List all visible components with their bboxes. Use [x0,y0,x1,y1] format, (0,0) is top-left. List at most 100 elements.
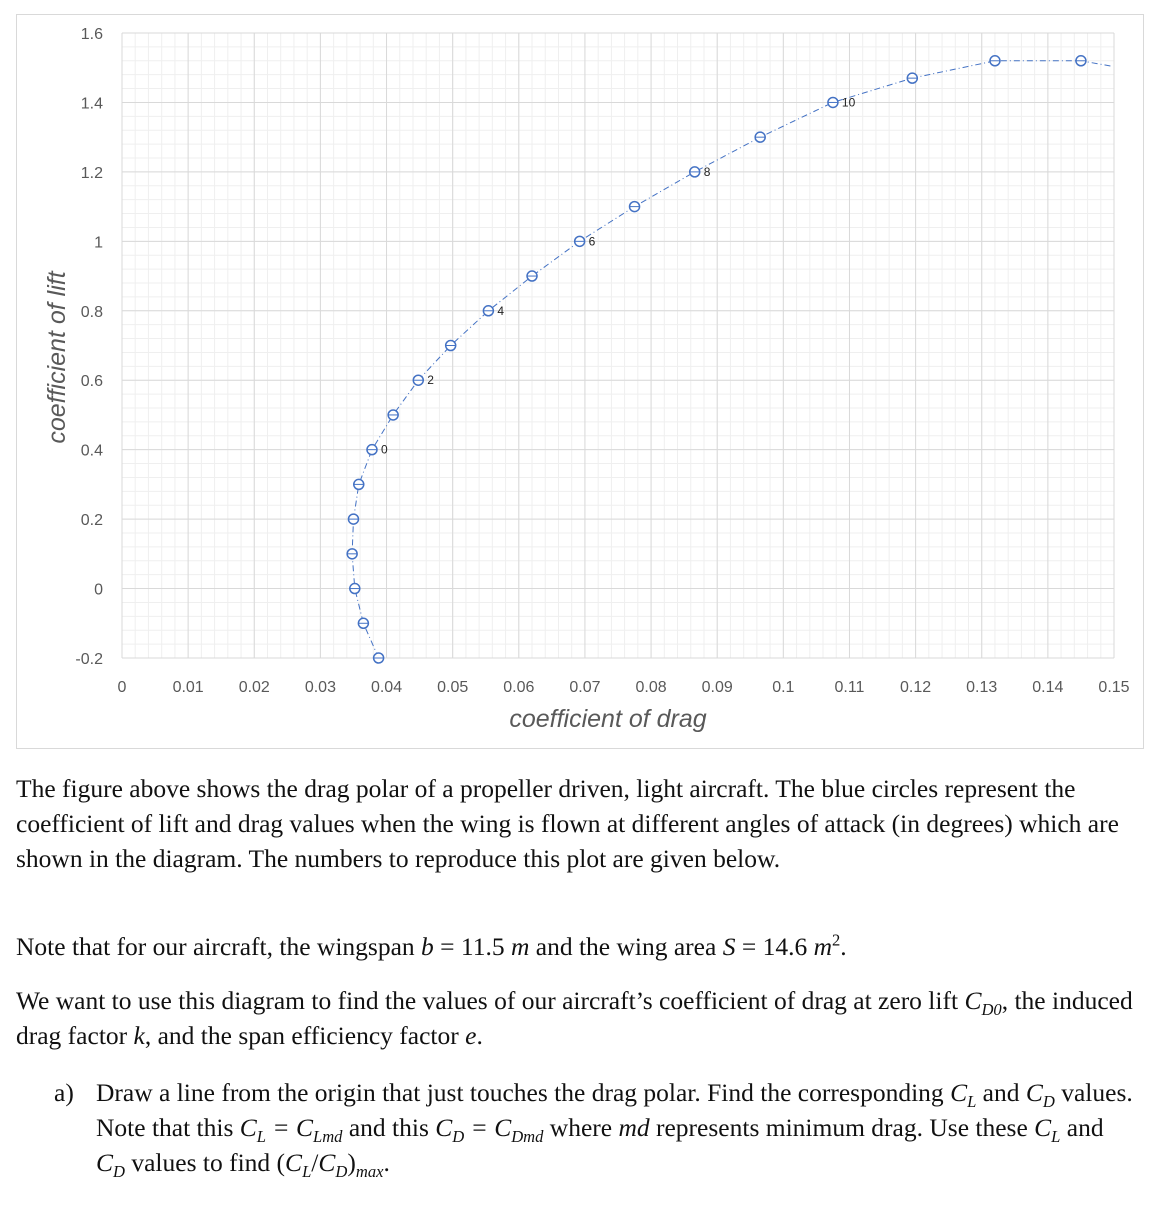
find-text: values to find ( [131,1148,286,1177]
item-marker: a) [54,1078,74,1107]
wing-area-value: = 14.6 [735,932,808,961]
cd-subscript: D [113,1162,125,1182]
y-tick-label: 0.4 [81,443,103,460]
x-tick-label: 0.15 [1098,679,1129,696]
cd-subscript: D [335,1162,348,1182]
x-tick-label: 0.13 [966,679,997,696]
x-tick-label: 0.08 [635,679,666,696]
x-tick-label: 0.12 [900,679,931,696]
item-a-text: Draw a line from the origin that just to… [96,1075,1134,1180]
x-tick-label: 0.07 [569,679,600,696]
y-tick-labels: -0.2 0 0.2 0.4 0.6 0.8 1 1.2 1.4 1.6 [75,26,103,668]
comma: , [1001,986,1009,1015]
wing-area-exponent: 2 [832,930,841,950]
cd-subscript: D [1042,1092,1055,1112]
x-axis-title: coefficient of drag [509,705,706,733]
x-tick-label: 0.03 [305,679,336,696]
clmd-subscript: Lmd [312,1127,343,1147]
x-tick-label: 0.06 [503,679,534,696]
md-symbol: md [618,1113,650,1142]
y-axis-title: coefficient of lift [43,270,71,443]
wingspan-value: = 11.5 [433,932,505,961]
cd0-subscript: D0 [981,1000,1002,1020]
cl-subscript: L [302,1162,312,1182]
cd-symbol: C [318,1148,336,1177]
cd-symbol: C [96,1148,114,1177]
span-efficiency-text: , and the span efficiency factor [144,1021,459,1050]
close-paren: ) [347,1148,356,1177]
y-tick-label: 1.6 [81,26,103,43]
point-label: 10 [842,95,856,109]
cdmd-subscript: Dmd [511,1127,544,1147]
represents-text: represents minimum drag. Use these [656,1113,1028,1142]
y-tick-label: 0 [94,582,103,599]
x-tick-label: 0.11 [834,679,864,696]
y-tick-label: 0.8 [81,304,103,321]
y-tick-label: 1 [94,234,103,251]
wing-area-text: and the wing area [529,932,717,961]
x-tick-label: 0.04 [371,679,402,696]
where-text: where [549,1113,613,1142]
period: . [840,932,847,961]
cl-symbol: C [285,1148,303,1177]
period: . [383,1148,390,1177]
wingspan-unit: m [510,932,530,961]
cd-symbol: C [1025,1078,1043,1107]
k-symbol: k [133,1021,145,1050]
wing-area-symbol: S [722,932,736,961]
minor-grid [121,32,1115,659]
point-label: 2 [427,373,434,387]
x-tick-labels: 0 0.01 0.02 0.03 0.04 0.05 0.06 0.07 0.08 0.09 0.1… [118,679,1130,696]
cd-symbol: C [435,1113,453,1142]
y-tick-label: 0.2 [81,512,103,529]
note-text: values. Note that this [96,1078,1133,1142]
goal-paragraph: We want to use this diagram to find the … [16,983,1136,1053]
cl-subscript: L [256,1127,267,1147]
point-label: 0 [381,443,388,457]
max-subscript: max [355,1162,384,1182]
y-tick-label: 0.6 [81,373,103,390]
x-tick-label: 0.14 [1032,679,1063,696]
data-points [346,55,1087,664]
and-this-text: and this [348,1113,429,1142]
point-label: 4 [497,304,504,318]
cl-subscript: L [1051,1127,1061,1147]
x-tick-label: 0.05 [437,679,468,696]
cl-symbol: C [239,1113,257,1142]
description-text: The figure above shows the drag polar of… [16,774,1119,873]
wing-area-unit: m [813,932,832,961]
e-symbol: e [465,1021,477,1050]
note-text: Note that for our aircraft, the wingspan [16,932,415,961]
y-tick-label: 1.4 [81,95,103,112]
x-tick-label: 0.01 [173,679,204,696]
angle-of-attack-labels: 0 2 4 6 8 10 [381,95,856,456]
goal-text: We want to use this diagram to find the … [16,986,959,1015]
wingspan-symbol: b [421,932,434,961]
x-tick-label: 0 [118,679,127,696]
x-tick-label: 0.02 [239,679,270,696]
equals-cl-text: = C [272,1113,313,1142]
point-label: 6 [589,234,596,248]
period: . [476,1021,483,1050]
cd0-symbol: C [964,986,982,1015]
cl-symbol: C [1034,1113,1052,1142]
chart-svg: -0.2 0 0.2 0.4 0.6 0.8 1 1.2 1.4 1.6 0 0.01 0.02 0.0… [43,26,1130,733]
x-tick-label: 0.1 [772,679,794,696]
aircraft-dimensions-paragraph: Note that for our aircraft, the wingspan… [16,929,1136,964]
and-text: and [1066,1113,1104,1142]
major-grid [121,32,1115,659]
cl-subscript: L [967,1092,977,1112]
description-paragraph: The figure above shows the drag polar of… [16,771,1136,876]
cl-symbol: C [950,1078,968,1107]
induced-drag-text: the induced drag factor [16,986,1133,1050]
slash: / [311,1148,319,1177]
drag-polar-chart: -0.2 0 0.2 0.4 0.6 0.8 1 1.2 1.4 1.6 0 0.01 0.02 0.0… [16,14,1144,749]
equals-cd-text: = C [470,1113,512,1142]
question-item-a: a) Draw a line from the origin that just… [54,1075,1134,1180]
y-tick-label: 1.2 [81,165,103,182]
cd-subscript: D [452,1127,465,1147]
and-text: and [982,1078,1020,1107]
y-tick-label: -0.2 [75,651,103,668]
x-tick-label: 0.09 [702,679,733,696]
point-label: 8 [704,165,711,179]
